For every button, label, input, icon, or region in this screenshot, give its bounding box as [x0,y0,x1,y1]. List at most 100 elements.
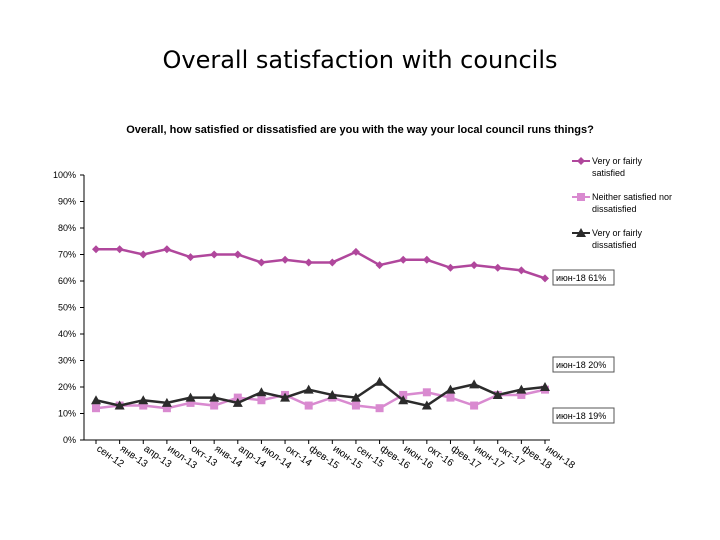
data-point [280,392,291,402]
data-point [186,398,195,407]
data-point [233,393,242,402]
y-tick-label: 10% [58,409,76,419]
series-3 [91,376,550,410]
data-point [470,401,479,410]
y-tick-label: 60% [58,276,76,286]
series-1 [92,245,549,283]
data-point [350,392,361,402]
y-tick-label: 20% [58,382,76,392]
data-point [161,397,172,407]
data-point [115,245,124,254]
end-label-text: июн-18 61% [556,273,606,283]
data-point [92,245,100,254]
data-point [328,258,337,267]
legend-label-line: Neither satisfied nor [592,192,672,202]
legend-label-line: dissatisfied [592,204,637,214]
data-point [399,390,408,399]
data-point [281,255,290,264]
data-point [327,389,338,399]
data-point [256,387,267,397]
legend-item: Neither satisfied nor dissatisfied [572,192,672,214]
data-point [257,258,266,267]
data-point [398,395,409,405]
end-label-text: июн-18 19% [556,411,606,421]
data-point [351,401,360,410]
legend-marker [577,193,585,201]
series-line [95,380,546,407]
y-tick-label: 50% [58,303,76,313]
legend-label: Very or fairly dissatisfied [592,228,643,250]
data-point [493,263,502,272]
data-point [92,404,100,413]
y-axis: 0% 10% 20% 30% 40% 50% 60% 70% 80% 90% 100% [53,170,85,445]
legend-label: Neither satisfied nor dissatisfied [592,192,672,214]
y-tick-label: 40% [58,329,76,339]
y-tick-label: 70% [58,250,76,260]
end-label: июн-18 61% [552,269,615,286]
legend-label-line: Very or fairly [592,228,643,238]
data-point [162,245,171,254]
legend-label-line: satisfied [592,168,625,178]
y-tick-label: 0% [63,435,76,445]
data-point [185,392,196,402]
data-point [210,401,219,410]
data-point [421,400,432,410]
data-point [139,401,148,410]
data-point [517,390,526,399]
series-line [96,247,546,280]
data-point [304,258,313,267]
legend-label: Very or fairly satisfied [592,156,643,178]
legend-label-line: dissatisfied [592,240,637,250]
data-point [303,384,314,394]
end-label-text: июн-18 20% [556,360,606,370]
data-point [209,392,220,402]
y-tick-label: 100% [53,170,76,180]
series-2 [92,385,549,413]
data-point [540,382,550,391]
data-point [138,395,149,405]
data-point [351,247,360,256]
data-point [374,376,385,386]
data-point [304,401,313,410]
data-point [541,274,549,283]
data-point [492,389,503,399]
legend-marker [577,157,585,165]
legend-label-line: Very or fairly [592,156,643,166]
legend-item: Very or fairly satisfied [572,156,643,178]
data-point [422,388,431,397]
data-point [139,250,148,259]
data-point [186,253,195,262]
y-tick-label: 90% [58,197,76,207]
y-tick-label: 80% [58,223,76,233]
end-label: июн-18 20% [552,356,615,373]
end-label-box [552,407,615,424]
y-tick-label: 30% [58,356,76,366]
chart-subtitle: Overall, how satisfied or dissatisfied a… [126,124,594,136]
data-point [470,261,479,270]
data-point [517,266,526,275]
end-labels: июн-18 61% июн-18 20% июн-18 19% [552,269,615,424]
data-point [233,250,242,259]
data-point [422,255,431,264]
data-point [210,250,219,259]
data-point [162,404,171,413]
end-label: июн-18 19% [552,407,615,424]
legend-item: Very or fairly dissatisfied [572,228,643,250]
data-point [445,384,456,394]
data-point [446,393,455,402]
data-point [375,261,384,270]
data-point [257,396,266,405]
data-point [375,404,384,413]
data-point [516,384,527,394]
data-point [114,400,125,410]
data-point [399,255,408,264]
x-axis: сен-12янв-13апр-13июл-13окт-13янв-14апр-… [84,439,577,472]
series-group [91,245,550,413]
legend-marker [576,228,586,237]
chart-title: Overall satisfaction with councils [162,46,558,74]
end-label-box [552,269,615,286]
data-point [446,263,455,272]
data-point [232,397,243,407]
data-point [91,395,101,405]
